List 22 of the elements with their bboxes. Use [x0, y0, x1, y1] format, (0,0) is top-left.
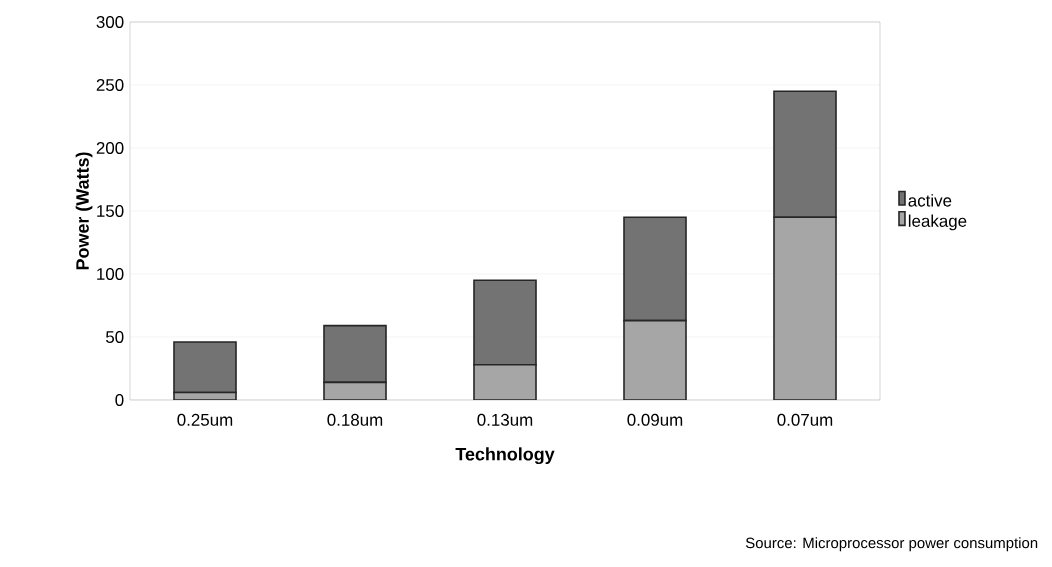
bar: [623, 319, 687, 400]
bar: [473, 363, 537, 400]
x-axis-title: Technology: [455, 447, 555, 465]
source-note: Source: Microprocessor power consumption: [745, 537, 1038, 552]
bar: [773, 216, 837, 400]
y-tick-label: 200: [96, 142, 124, 154]
x-tick-label: 0.07um: [777, 413, 833, 426]
y-tick-label: 250: [96, 79, 124, 91]
y-tick-label: 100: [97, 268, 124, 280]
x-tick-label: 0.18um: [327, 413, 383, 426]
legend-label: leakage: [908, 214, 967, 231]
y-tick-label: 0: [115, 394, 124, 406]
x-tick-label: 0.13um: [477, 413, 533, 426]
legend-label: active: [908, 194, 952, 207]
y-tick-label: 150: [97, 205, 124, 217]
y-axis-title: Power (Watts): [75, 152, 93, 270]
x-tick-label: 0.09um: [627, 413, 683, 426]
bar: [473, 279, 537, 366]
y-tick-label: 50: [105, 331, 124, 343]
x-tick-label: 0.25um: [177, 413, 233, 426]
y-tick-label: 300: [96, 15, 124, 28]
bar: [323, 324, 387, 384]
